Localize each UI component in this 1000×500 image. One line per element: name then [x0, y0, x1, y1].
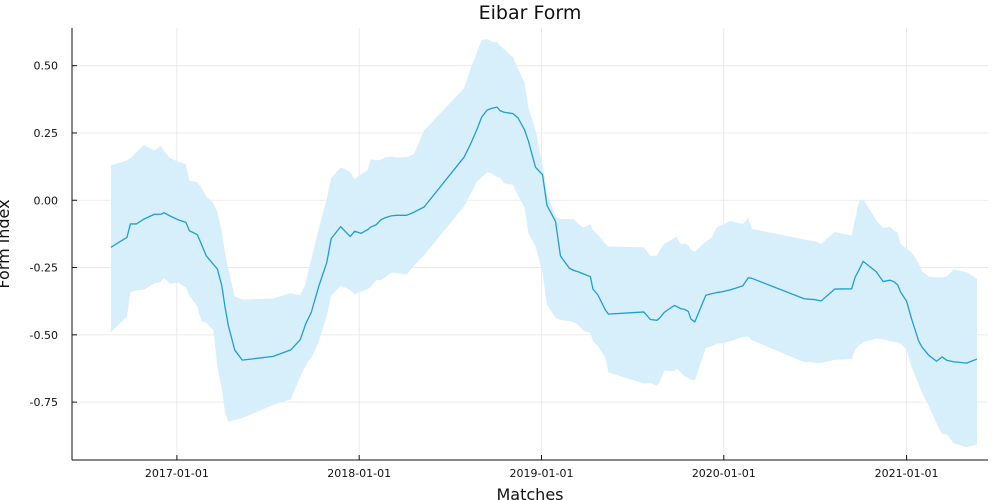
- x-tick-label: 2020-01-01: [692, 467, 756, 480]
- y-tick-label: 0.50: [34, 60, 59, 73]
- y-tick-label: -0.50: [30, 329, 58, 342]
- x-tick-label: 2017-01-01: [145, 467, 209, 480]
- y-tick-label: -0.75: [30, 396, 58, 409]
- x-tick-label: 2019-01-01: [510, 467, 574, 480]
- x-axis-label: Matches: [497, 485, 564, 500]
- y-tick-label: 0.00: [34, 194, 59, 207]
- confidence-band: [111, 39, 977, 447]
- chart-title: Eibar Form: [479, 2, 582, 24]
- y-axis-label: Form index: [0, 199, 13, 288]
- y-tick-label: -0.25: [30, 262, 58, 275]
- band-area: [111, 39, 977, 447]
- x-tick-label: 2021-01-01: [875, 467, 939, 480]
- y-tick-label: 0.25: [34, 127, 59, 140]
- x-tick-label: 2018-01-01: [327, 467, 391, 480]
